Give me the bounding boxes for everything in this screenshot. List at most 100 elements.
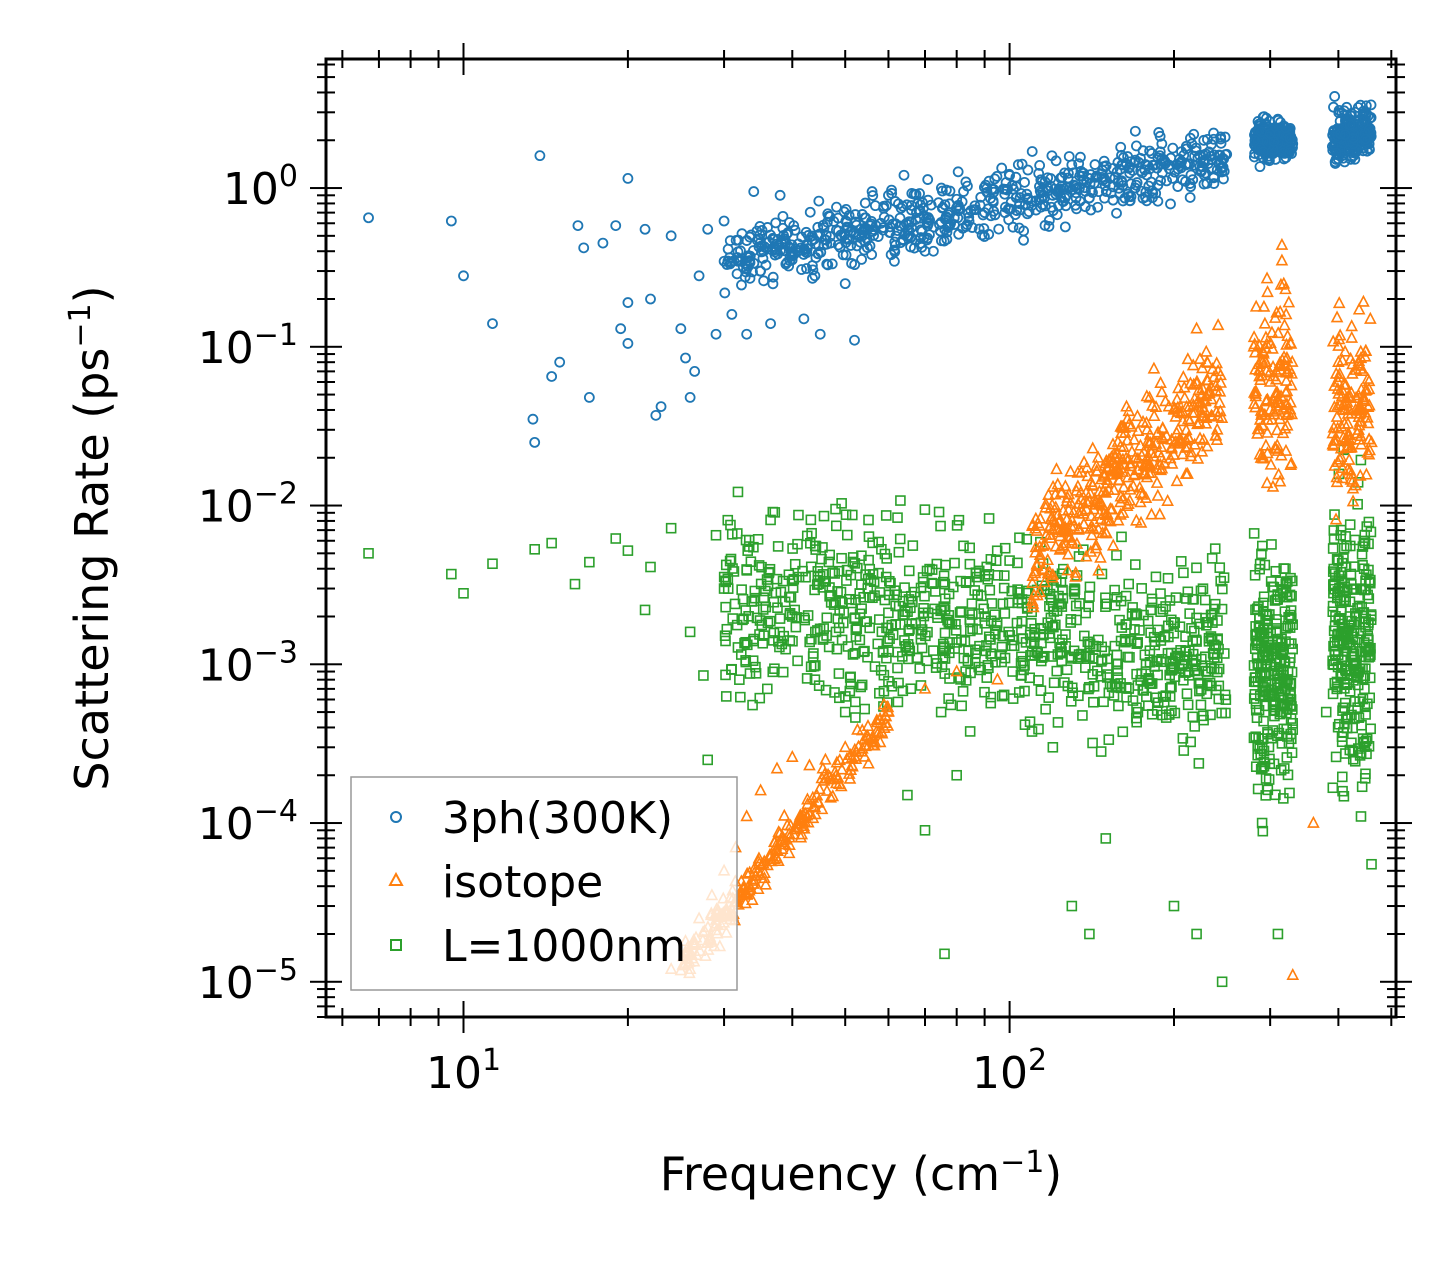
cloud-point: [1093, 634, 1104, 646]
data-point-square: [1256, 817, 1268, 829]
cloud-point: [841, 564, 853, 576]
cloud-point: [752, 851, 766, 864]
cloud-point: [1170, 474, 1184, 487]
cloud-point: [981, 640, 992, 651]
cloud-point: [793, 509, 804, 521]
cloud-point: [1003, 214, 1015, 226]
cloud-point: [1055, 485, 1069, 498]
cloud-point: [888, 255, 900, 267]
cloud-point: [1026, 568, 1040, 581]
cloud-point: [894, 212, 906, 224]
cloud-point: [1140, 415, 1153, 428]
cloud-point: [915, 582, 927, 594]
cloud-point: [1143, 435, 1157, 448]
cloud-point: [878, 721, 891, 734]
cloud-point: [1007, 693, 1019, 704]
cloud-point: [1188, 437, 1202, 450]
cloud-point: [1285, 728, 1296, 740]
cloud-point: [1286, 590, 1297, 602]
cloud-point: [985, 697, 997, 709]
cloud-point: [722, 243, 734, 255]
cloud-point: [1111, 649, 1123, 661]
cloud-point: [873, 735, 887, 748]
cloud-point: [1249, 135, 1261, 146]
cloud-point: [1033, 675, 1044, 686]
cloud-point: [1365, 99, 1377, 111]
cloud-point: [897, 200, 909, 212]
cloud-point: [1088, 696, 1099, 708]
cloud-point: [1039, 500, 1053, 513]
cloud-point: [1113, 182, 1125, 194]
cloud-point: [748, 245, 759, 256]
cloud-point: [1258, 745, 1270, 757]
cloud-point: [938, 570, 950, 582]
cloud-point: [877, 697, 891, 710]
cloud-point: [1356, 548, 1368, 560]
cloud-point: [859, 739, 872, 752]
cloud-point: [937, 638, 949, 650]
cloud-point: [1327, 782, 1339, 794]
cloud-point: [1200, 612, 1211, 624]
cloud-point: [751, 863, 765, 876]
cloud-point: [1111, 434, 1125, 447]
cloud-point: [1214, 375, 1228, 388]
cloud-point: [1209, 378, 1223, 391]
cloud-point: [1261, 412, 1275, 425]
cloud-point: [1339, 396, 1353, 409]
cloud-point: [765, 615, 776, 627]
cloud-point: [1145, 176, 1157, 188]
cloud-point: [1165, 614, 1177, 626]
cloud-point: [1284, 457, 1297, 470]
cloud-point: [1278, 153, 1290, 165]
cloud-point: [1256, 540, 1268, 552]
cloud-point: [806, 790, 820, 803]
cloud-point: [1112, 176, 1124, 188]
cloud-point: [1359, 670, 1371, 682]
cloud-point: [1136, 583, 1147, 594]
y-tick-label: 10−3: [198, 635, 298, 691]
cloud-point: [1003, 597, 1015, 609]
cloud-point: [1110, 682, 1122, 693]
cloud-point: [1184, 192, 1196, 203]
cloud-point: [1259, 682, 1270, 693]
cloud-point: [1271, 326, 1285, 339]
cloud-point: [834, 692, 845, 704]
cloud-point: [1332, 370, 1346, 383]
cloud-point: [1251, 712, 1263, 724]
cloud-point: [806, 230, 818, 242]
cloud-point: [1092, 665, 1103, 677]
cloud-point: [1124, 161, 1135, 173]
cloud-point: [1284, 132, 1296, 144]
data-point-square: [718, 583, 730, 594]
cloud-point: [1337, 785, 1348, 797]
data-point-circle: [1344, 119, 1356, 131]
cloud-point: [767, 271, 779, 283]
cloud-point: [1350, 584, 1362, 595]
cloud-point: [812, 625, 823, 636]
cloud-point: [1280, 700, 1291, 712]
cloud-point: [1122, 417, 1136, 430]
cloud-point: [744, 668, 756, 679]
cloud-point: [1355, 382, 1368, 395]
cloud-point: [1129, 624, 1140, 635]
cloud-point: [1344, 519, 1356, 530]
cloud-point: [1178, 567, 1189, 579]
cloud-point: [1195, 684, 1207, 695]
cloud-point: [915, 634, 927, 645]
cloud-point: [1044, 600, 1055, 612]
cloud-point: [801, 530, 813, 542]
cloud-point: [963, 211, 975, 223]
cloud-point: [743, 880, 757, 893]
data-point-square: [919, 824, 931, 836]
cloud-point: [1017, 633, 1029, 644]
cloud-point: [1112, 462, 1126, 475]
cloud-point: [1200, 167, 1211, 179]
cloud-point: [742, 261, 754, 272]
cloud-point: [821, 258, 833, 270]
cloud-point: [1081, 469, 1094, 482]
cloud-point: [814, 623, 826, 635]
cloud-point: [1347, 138, 1359, 150]
cloud-point: [862, 756, 875, 769]
cloud-point: [1070, 199, 1081, 211]
cloud-point: [1259, 394, 1273, 407]
